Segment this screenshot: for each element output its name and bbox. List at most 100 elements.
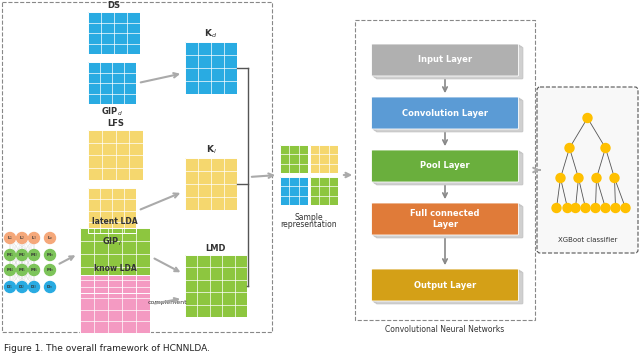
- Text: GIP$_l$: GIP$_l$: [102, 235, 122, 247]
- Text: L$_n$: L$_n$: [47, 234, 53, 242]
- Circle shape: [556, 173, 565, 182]
- Text: D$_2$: D$_2$: [19, 283, 26, 291]
- Text: L$_2$: L$_2$: [19, 234, 25, 242]
- FancyBboxPatch shape: [376, 206, 523, 238]
- Circle shape: [565, 144, 574, 153]
- FancyBboxPatch shape: [373, 270, 520, 302]
- FancyBboxPatch shape: [376, 272, 523, 304]
- Circle shape: [611, 204, 620, 213]
- Bar: [280, 145, 308, 173]
- FancyBboxPatch shape: [374, 99, 522, 131]
- Text: M$_5$: M$_5$: [18, 266, 26, 274]
- FancyBboxPatch shape: [373, 151, 520, 183]
- Text: K$_l$: K$_l$: [205, 144, 216, 156]
- Bar: [88, 62, 136, 104]
- Circle shape: [601, 204, 610, 213]
- Bar: [88, 130, 143, 180]
- FancyBboxPatch shape: [537, 87, 638, 253]
- FancyBboxPatch shape: [373, 45, 520, 77]
- Text: Figure 1. The overall framework of HCNNLDA.: Figure 1. The overall framework of HCNNL…: [4, 344, 210, 353]
- Text: M$_4$: M$_4$: [6, 266, 14, 274]
- Text: Input Layer: Input Layer: [418, 56, 472, 65]
- Circle shape: [4, 233, 15, 243]
- FancyBboxPatch shape: [374, 46, 522, 78]
- Bar: [310, 177, 338, 205]
- Text: Full connected
Layer: Full connected Layer: [410, 209, 480, 229]
- Bar: [310, 145, 338, 173]
- Bar: [310, 145, 338, 173]
- Text: LFS: LFS: [107, 119, 124, 128]
- Text: know LDA: know LDA: [93, 264, 136, 273]
- FancyBboxPatch shape: [371, 150, 518, 182]
- Text: Convolutional Neural Networks: Convolutional Neural Networks: [385, 325, 504, 334]
- Circle shape: [601, 144, 610, 153]
- Text: Pool Layer: Pool Layer: [420, 162, 470, 171]
- Circle shape: [45, 265, 56, 275]
- FancyBboxPatch shape: [374, 205, 522, 237]
- Bar: [280, 177, 308, 205]
- Text: M$_3$: M$_3$: [30, 251, 38, 259]
- Text: DS: DS: [108, 1, 120, 10]
- Bar: [80, 275, 150, 333]
- Circle shape: [571, 204, 580, 213]
- Bar: [80, 275, 150, 333]
- Bar: [185, 42, 237, 94]
- Circle shape: [610, 173, 619, 182]
- Text: GIP$_d$: GIP$_d$: [101, 106, 123, 118]
- Circle shape: [583, 113, 592, 122]
- Text: Output Layer: Output Layer: [414, 280, 476, 289]
- Text: D$_1$: D$_1$: [6, 283, 13, 291]
- Bar: [185, 158, 237, 210]
- Bar: [185, 42, 237, 94]
- FancyBboxPatch shape: [376, 47, 523, 79]
- FancyBboxPatch shape: [376, 100, 523, 132]
- Text: M$_1$: M$_1$: [6, 251, 14, 259]
- FancyBboxPatch shape: [371, 44, 518, 76]
- Circle shape: [17, 265, 28, 275]
- Text: K$_d$: K$_d$: [204, 28, 218, 40]
- Circle shape: [17, 250, 28, 261]
- Text: latent LDA: latent LDA: [92, 217, 138, 226]
- Circle shape: [552, 204, 561, 213]
- Bar: [355, 20, 535, 320]
- Bar: [2, 2, 272, 332]
- Text: complement: complement: [147, 300, 187, 305]
- Text: M$_2$: M$_2$: [18, 251, 26, 259]
- Circle shape: [17, 233, 28, 243]
- Bar: [88, 188, 136, 233]
- Circle shape: [621, 204, 630, 213]
- Circle shape: [4, 265, 15, 275]
- Bar: [88, 130, 143, 180]
- Text: representation: representation: [281, 220, 337, 229]
- Circle shape: [45, 233, 56, 243]
- Circle shape: [29, 265, 40, 275]
- Bar: [88, 62, 136, 104]
- FancyBboxPatch shape: [374, 271, 522, 303]
- FancyBboxPatch shape: [373, 98, 520, 130]
- Circle shape: [45, 281, 56, 293]
- Text: L$_3$: L$_3$: [31, 234, 37, 242]
- Circle shape: [591, 204, 600, 213]
- Text: Sample: Sample: [294, 213, 323, 222]
- Text: M$_6$: M$_6$: [30, 266, 38, 274]
- FancyBboxPatch shape: [376, 153, 523, 185]
- Circle shape: [29, 233, 40, 243]
- Text: Convolution Layer: Convolution Layer: [402, 108, 488, 117]
- Circle shape: [4, 250, 15, 261]
- Circle shape: [563, 204, 572, 213]
- Bar: [280, 145, 308, 173]
- Bar: [280, 177, 308, 205]
- Text: LMD: LMD: [205, 244, 227, 253]
- Bar: [185, 255, 247, 317]
- Bar: [185, 158, 237, 210]
- Text: D$_n$: D$_n$: [47, 283, 54, 291]
- Circle shape: [17, 281, 28, 293]
- Bar: [80, 228, 150, 293]
- Bar: [310, 177, 338, 205]
- Circle shape: [574, 173, 583, 182]
- Circle shape: [29, 281, 40, 293]
- Text: L$_1$: L$_1$: [7, 234, 13, 242]
- Bar: [88, 12, 140, 54]
- FancyBboxPatch shape: [371, 269, 518, 301]
- FancyBboxPatch shape: [373, 204, 520, 236]
